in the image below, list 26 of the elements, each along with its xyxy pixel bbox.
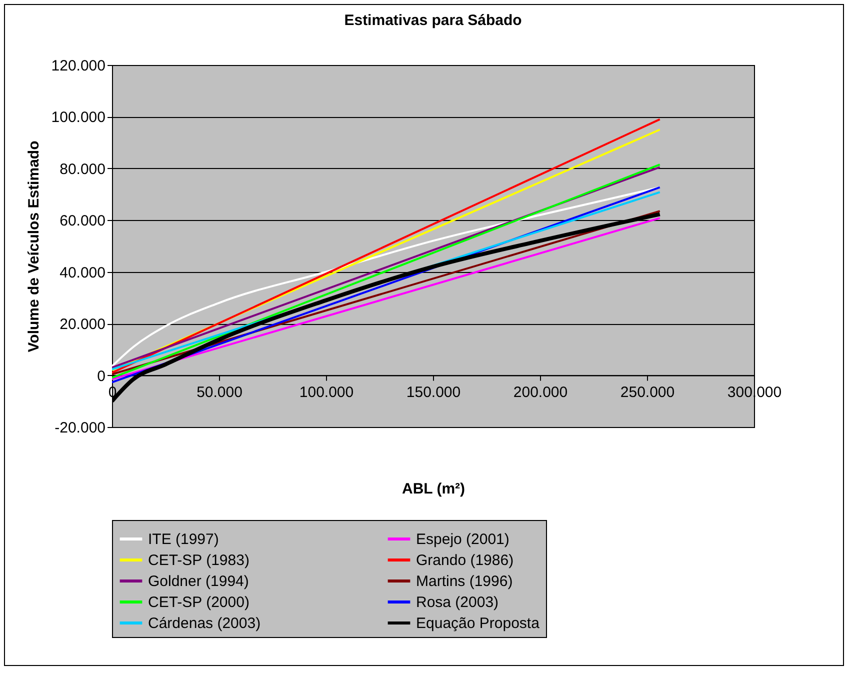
legend-label: Goldner (1994) (148, 573, 249, 590)
x-axis-title: ABL (m²) (402, 480, 466, 498)
legend-label: Grando (1986) (416, 552, 514, 569)
y-tick-label: 80.000 (60, 160, 106, 178)
legend-label: CET-SP (2000) (148, 594, 250, 611)
y-tick-label: 0 (97, 368, 106, 385)
y-tick-label: 40.000 (60, 264, 106, 282)
x-tick-label: 100.000 (299, 384, 354, 401)
y-tick-label: 100.000 (51, 109, 106, 126)
y-tick-label: 120.000 (51, 58, 106, 74)
x-tick-label: 50.000 (196, 384, 242, 401)
y-tick-label: 20.000 (60, 316, 106, 334)
legend-label: Rosa (2003) (416, 594, 499, 611)
legend-label: CET-SP (1983) (148, 552, 250, 569)
y-tick-label: 60.000 (60, 212, 106, 230)
legend-label: Cárdenas (2003) (148, 615, 261, 632)
legend-label: Martins (1996) (416, 573, 513, 590)
x-tick-label: 250.000 (620, 384, 675, 401)
legend-label: ITE (1997) (148, 531, 219, 548)
legend-label: Espejo (2001) (416, 531, 510, 548)
y-axis-title: Volume de Veículos Estimado (25, 140, 42, 352)
x-tick-label: 150.000 (406, 384, 461, 401)
y-tick-label: -20.000 (54, 420, 106, 436)
legend-label: Equação Proposta (416, 615, 540, 632)
x-tick-label: 200.000 (513, 384, 568, 401)
chart-title: Estimativas para Sábado (344, 12, 522, 29)
